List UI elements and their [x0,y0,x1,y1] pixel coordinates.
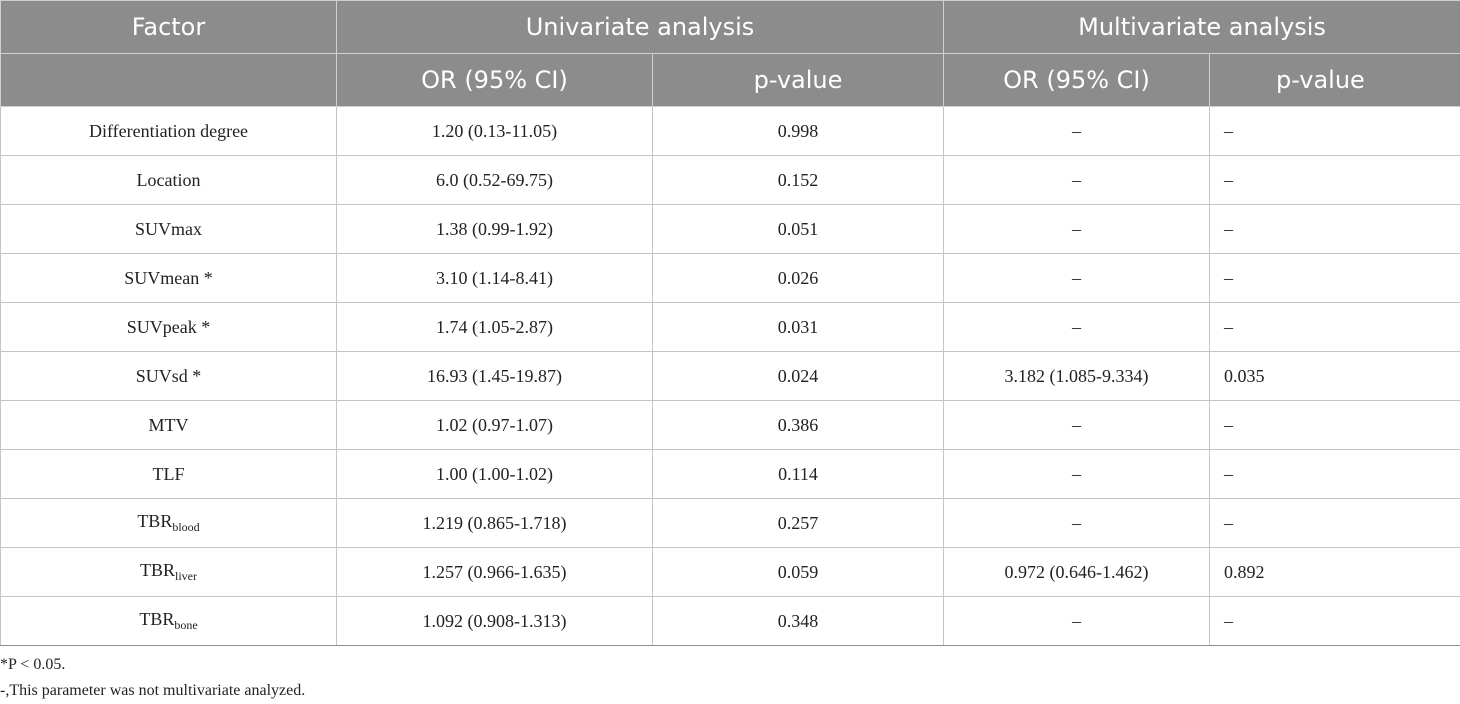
uni-p-cell: 0.031 [653,303,944,352]
uni-or-cell: 6.0 (0.52-69.75) [337,156,653,205]
factor-cell: TBRbone [1,597,337,646]
factor-label: TLF [152,464,184,484]
factor-label: SUVmax [135,219,202,239]
factor-subscript: bone [174,618,197,632]
multi-p-cell: – [1210,156,1460,205]
factor-label: SUVpeak * [127,317,211,337]
uni-p-cell: 0.114 [653,450,944,499]
factor-label: TBR [137,511,172,531]
uni-p-cell: 0.024 [653,352,944,401]
multi-p-cell: – [1210,254,1460,303]
header-row-groups: Factor Univariate analysis Multivariate … [1,1,1460,54]
header-multivariate: Multivariate analysis [944,1,1460,54]
multi-p-cell: 0.035 [1210,352,1460,401]
table-row: SUVpeak *1.74 (1.05-2.87)0.031–– [1,303,1460,352]
header-univariate: Univariate analysis [337,1,944,54]
uni-p-cell: 0.348 [653,597,944,646]
multi-p-cell: – [1210,205,1460,254]
factor-label: Differentiation degree [89,121,248,141]
uni-p-cell: 0.026 [653,254,944,303]
factor-subscript: blood [172,520,199,534]
header-uni-or: OR (95% CI) [337,54,653,107]
factor-cell: TBRblood [1,499,337,548]
uni-p-cell: 0.998 [653,107,944,156]
uni-p-cell: 0.386 [653,401,944,450]
footnote-dash: -,This parameter was not multivariate an… [0,678,305,704]
factor-label: SUVmean * [124,268,213,288]
multi-p-cell: 0.892 [1210,548,1460,597]
multi-p-cell: – [1210,450,1460,499]
multi-or-cell: 3.182 (1.085-9.334) [944,352,1210,401]
factor-label: TBR [139,609,174,629]
multi-or-cell: – [944,156,1210,205]
multi-p-cell: – [1210,499,1460,548]
header-blank [1,54,337,107]
footnotes: *P < 0.05. -,This parameter was not mult… [0,652,305,704]
uni-or-cell: 3.10 (1.14-8.41) [337,254,653,303]
multi-or-cell: – [944,254,1210,303]
multi-p-cell: – [1210,303,1460,352]
header-factor: Factor [1,1,337,54]
factor-label: Location [137,170,201,190]
factor-label: SUVsd * [136,366,202,386]
multi-or-cell: – [944,499,1210,548]
uni-p-cell: 0.059 [653,548,944,597]
multi-or-cell: – [944,597,1210,646]
table-row: Differentiation degree 1.20 (0.13-11.05)0… [1,107,1460,156]
factor-cell: MTV [1,401,337,450]
factor-cell: SUVmean * [1,254,337,303]
uni-or-cell: 1.00 (1.00-1.02) [337,450,653,499]
factor-cell: Location [1,156,337,205]
factor-cell: SUVsd * [1,352,337,401]
header-multi-p: p-value [1210,54,1460,107]
table-row: SUVmean *3.10 (1.14-8.41)0.026–– [1,254,1460,303]
factor-subscript: liver [175,569,197,583]
uni-or-cell: 1.74 (1.05-2.87) [337,303,653,352]
factor-cell: SUVmax [1,205,337,254]
uni-p-cell: 0.051 [653,205,944,254]
factor-cell: Differentiation degree [1,107,337,156]
multi-or-cell: 0.972 (0.646-1.462) [944,548,1210,597]
header-uni-p: p-value [653,54,944,107]
multi-p-cell: – [1210,597,1460,646]
uni-or-cell: 1.02 (0.97-1.07) [337,401,653,450]
factor-label: MTV [149,415,189,435]
uni-p-cell: 0.152 [653,156,944,205]
uni-or-cell: 1.38 (0.99-1.92) [337,205,653,254]
factor-cell: TBRliver [1,548,337,597]
uni-or-cell: 1.20 (0.13-11.05) [337,107,653,156]
uni-or-cell: 1.092 (0.908-1.313) [337,597,653,646]
header-multi-or: OR (95% CI) [944,54,1210,107]
multi-or-cell: – [944,303,1210,352]
multi-or-cell: – [944,450,1210,499]
factor-cell: TLF [1,450,337,499]
multi-or-cell: – [944,205,1210,254]
header-row-columns: OR (95% CI) p-value OR (95% CI) p-value [1,54,1460,107]
factor-label: TBR [140,560,175,580]
uni-p-cell: 0.257 [653,499,944,548]
uni-or-cell: 1.219 (0.865-1.718) [337,499,653,548]
multi-or-cell: – [944,107,1210,156]
multi-p-cell: – [1210,401,1460,450]
uni-or-cell: 1.257 (0.966-1.635) [337,548,653,597]
results-table: Factor Univariate analysis Multivariate … [0,0,1460,646]
uni-or-cell: 16.93 (1.45-19.87) [337,352,653,401]
footnote-significance: *P < 0.05. [0,652,305,678]
multi-or-cell: – [944,401,1210,450]
factor-cell: SUVpeak * [1,303,337,352]
multi-p-cell: – [1210,107,1460,156]
